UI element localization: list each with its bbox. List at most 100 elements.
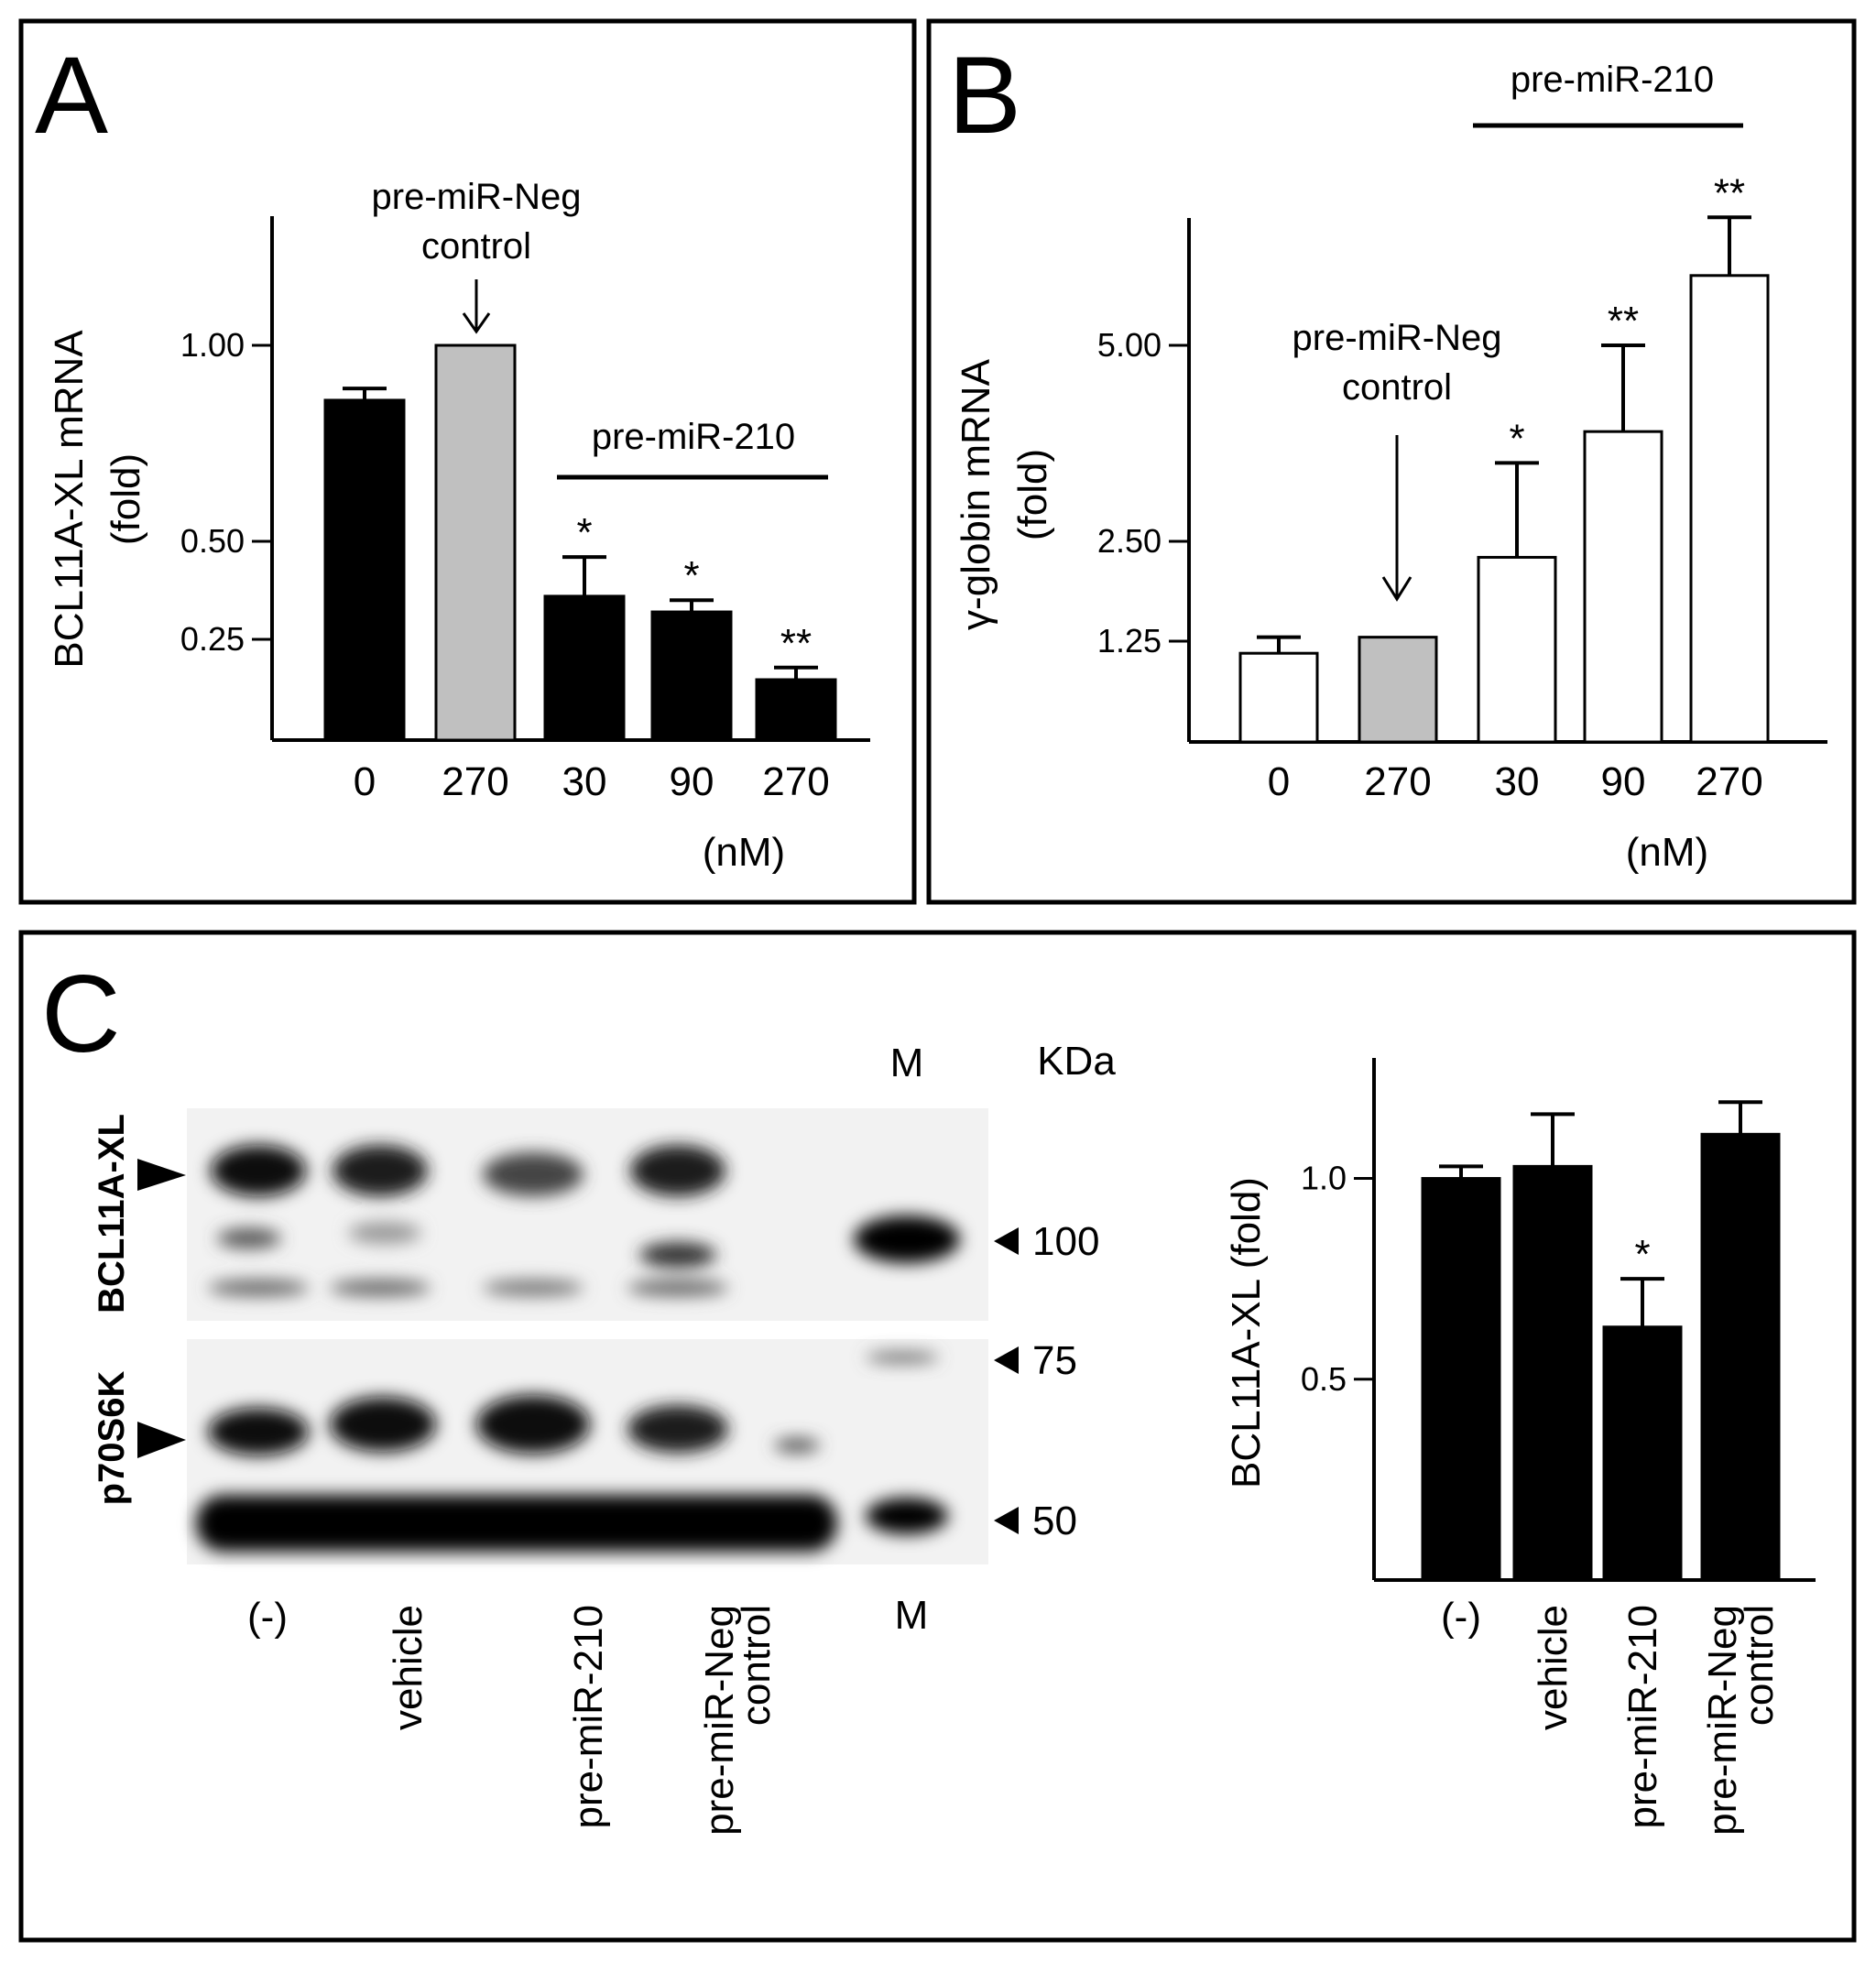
western-blot: M KDa	[92, 1039, 1116, 1836]
panel-a-category-label: 270	[762, 759, 829, 804]
panel-b-neg-control-line2: control	[1342, 367, 1452, 408]
panel-b-tick-label: 2.50	[1097, 522, 1162, 560]
blot-protein-label-p70s6k: p70S6K	[92, 1371, 132, 1506]
panel-b-letter: B	[948, 34, 1021, 157]
panel-c: C M KDa	[18, 930, 1857, 1943]
panel-b: B γ-globin mRNA (fold) 1.252.505.00 ****…	[926, 18, 1857, 905]
panel-b-ylabel: γ-globin mRNA (fold)	[954, 358, 1055, 630]
panel-b-bar	[1358, 636, 1438, 744]
panel-a-ylabel-line2: (fold)	[104, 453, 148, 545]
blot-protein-label-bcl11a: BCL11A-XL	[92, 1114, 132, 1313]
panel-a-category-label: 90	[670, 759, 714, 804]
mw-50-pointer-icon	[994, 1507, 1019, 1534]
panel-c-category-label-group: pre-miR-210	[1620, 1605, 1665, 1829]
panel-c-category-label: vehicle	[1531, 1605, 1576, 1730]
panel-a-ylabel-line1: BCL11A-XL mRNA	[47, 330, 92, 669]
panel-a-tick-label: 0.50	[180, 522, 245, 560]
mw-75-pointer-icon	[994, 1346, 1019, 1374]
blot-mw-markers: 100 75 50	[994, 1219, 1099, 1543]
blot-lane-neg-control-line1: pre-miR-Neg	[697, 1605, 742, 1836]
panel-b-significance-mark: **	[1608, 299, 1639, 343]
panel-a-bar	[323, 398, 406, 742]
mw-marker-100: 100	[1032, 1219, 1099, 1264]
panel-c-bar	[1700, 1132, 1781, 1582]
panel-c-bar	[1421, 1177, 1501, 1582]
panel-a-tick-label: 1.00	[180, 326, 245, 364]
blot-marker-lane-top: M	[890, 1041, 924, 1085]
panel-a-significance-mark: **	[780, 621, 812, 666]
panel-c-ylabel: BCL11A-XL (fold)	[1224, 1177, 1269, 1488]
panel-b-tick-label: 5.00	[1097, 326, 1162, 364]
panel-a-neg-control-annotation: pre-miR-Neg control	[372, 177, 582, 334]
panel-c-category-label: pre-miR-Neg	[1700, 1605, 1745, 1836]
blot-lane-marker: M	[895, 1593, 929, 1638]
blot-lane-neg-control-line2: control	[734, 1605, 779, 1726]
panel-c-plot: 0.5 1.0 * (-) vehicle pre-miR-210 pre-miR-Ne…	[1301, 1058, 1816, 1836]
panel-c-bar	[1602, 1325, 1683, 1582]
panel-c-ylabel-text: BCL11A-XL (fold)	[1224, 1177, 1269, 1488]
panel-b-neg-control-line1: pre-miR-Neg	[1292, 318, 1502, 358]
blot-p70s6k-pointer-icon	[137, 1422, 186, 1458]
panel-a-arrow-icon	[462, 279, 491, 334]
panel-a-unit-label: (nM)	[703, 830, 785, 875]
panel-b-ylabel-line1: γ-globin mRNA	[954, 358, 998, 630]
panel-c-frame	[18, 930, 1857, 1943]
panel-b-group-label: pre-miR-210	[1511, 60, 1714, 100]
mw-marker-75: 75	[1032, 1338, 1077, 1383]
mw-marker-50: 50	[1032, 1499, 1077, 1543]
panel-a: A BCL11A-XL mRNA (fold) 0.250.501.00 ***…	[18, 18, 917, 905]
panel-a-bar	[543, 594, 626, 742]
panel-a-category-label: 270	[442, 759, 508, 804]
blot-bottom-membrane	[187, 1339, 988, 1564]
panel-a-plot: 0.250.501.00 **** 0 270 30 90 270	[180, 216, 870, 804]
panel-c-category-label: pre-miR-210	[1620, 1605, 1665, 1829]
panel-a-neg-control-line1: pre-miR-Neg	[372, 177, 582, 217]
panel-b-significance-mark: *	[1509, 416, 1524, 461]
panel-a-bar	[650, 610, 733, 742]
panel-a-significance-mark: *	[576, 510, 592, 555]
panel-a-bar	[755, 678, 837, 742]
panel-c-category-label-group: vehicle	[1531, 1605, 1576, 1730]
panel-a-group-label: pre-miR-210	[592, 417, 795, 457]
blot-lane-vehicle: vehicle	[386, 1605, 431, 1730]
panel-c-bar	[1512, 1164, 1593, 1582]
panel-b-plot: 1.252.505.00 ***** 0 270 30 90 270	[1097, 170, 1827, 804]
panel-b-arrow-icon	[1381, 435, 1412, 602]
panel-a-ylabel: BCL11A-XL mRNA (fold)	[47, 330, 148, 669]
panel-a-neg-control-line2: control	[421, 226, 531, 267]
panel-b-category-label: 270	[1696, 759, 1762, 804]
panel-a-frame	[18, 18, 917, 905]
panel-b-bar	[1689, 274, 1770, 744]
panel-b-category-label: 270	[1364, 759, 1431, 804]
panel-a-bar	[434, 343, 517, 742]
panel-c-category-label: control	[1737, 1605, 1782, 1726]
panel-b-bar	[1238, 651, 1319, 744]
blot-top-membrane	[187, 1108, 988, 1321]
panel-b-bar	[1477, 555, 1557, 744]
blot-bcl11a-pointer-icon	[137, 1159, 186, 1191]
blot-lane-pre-mir-210: pre-miR-210	[566, 1605, 611, 1829]
panel-c-category-label: (-)	[1441, 1595, 1481, 1640]
blot-lane-labels: (-) vehicle pre-miR-210 pre-miR-Neg cont…	[247, 1593, 928, 1836]
panel-c-letter: C	[41, 953, 121, 1075]
panel-c-tick-label: 1.0	[1301, 1160, 1347, 1197]
panel-b-significance-mark: **	[1714, 170, 1745, 215]
panel-b-ylabel-line2: (fold)	[1010, 449, 1055, 540]
panel-a-category-label: 30	[562, 759, 607, 804]
panel-b-category-label: 90	[1601, 759, 1646, 804]
blot-lane-neg: (-)	[247, 1595, 288, 1640]
panel-b-tick-label: 1.25	[1097, 622, 1162, 659]
panel-c-tick-label: 0.5	[1301, 1360, 1347, 1398]
panel-a-tick-label: 0.25	[180, 620, 245, 658]
blot-unit-label: KDa	[1037, 1039, 1116, 1084]
panel-b-category-label: 0	[1268, 759, 1290, 804]
panel-b-bar	[1583, 430, 1663, 744]
panel-a-letter: A	[35, 34, 108, 157]
panel-c-significance-mark: *	[1634, 1232, 1650, 1277]
panel-a-significance-mark: *	[683, 553, 699, 598]
panel-b-category-label: 30	[1495, 759, 1540, 804]
panel-a-category-label: 0	[354, 759, 376, 804]
panel-b-frame	[926, 18, 1857, 905]
